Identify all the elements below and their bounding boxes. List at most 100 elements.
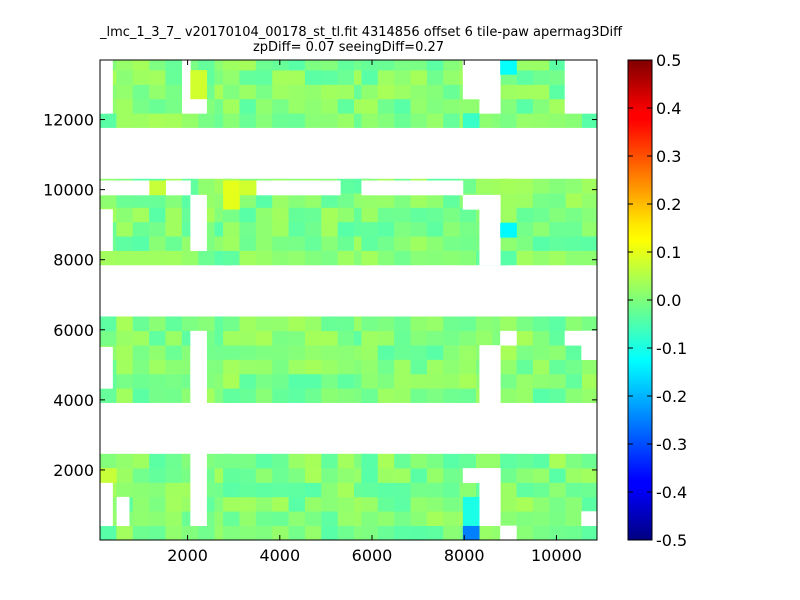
heatmap-cell (132, 468, 150, 483)
x-tick-label: 10000 (531, 546, 582, 565)
heatmap-cell (132, 113, 150, 128)
heatmap-cell (549, 113, 566, 128)
empty-cell (256, 180, 341, 196)
heatmap-cell (394, 482, 411, 498)
heatmap-cell (532, 60, 550, 71)
heatmap-cell (304, 316, 322, 332)
heatmap-cell (165, 330, 183, 346)
heatmap-cell (337, 388, 355, 403)
heatmap-cell (426, 84, 444, 100)
heatmap-cell (337, 468, 355, 483)
heatmap-cell (255, 70, 273, 85)
colorbar-tick-label: 0.1 (656, 243, 681, 262)
heatmap-cell (149, 496, 166, 512)
heatmap-cell (255, 496, 273, 512)
heatmap-cell (321, 113, 338, 128)
heatmap-cell (223, 525, 240, 541)
heatmap-cell (500, 511, 517, 526)
heatmap-cell (361, 453, 379, 469)
heatmap-cell (288, 60, 306, 71)
empty-cell (182, 98, 191, 114)
heatmap-cell (516, 453, 534, 469)
heatmap-cell (223, 180, 240, 196)
heatmap-cell (500, 98, 517, 114)
heatmap-cell (288, 373, 306, 389)
heatmap-cell (149, 468, 166, 483)
heatmap-cell (459, 388, 477, 403)
heatmap-cell (149, 207, 166, 223)
heatmap-cell (500, 453, 517, 469)
heatmap-cell (255, 345, 273, 360)
heatmap-cell (532, 359, 550, 375)
heatmap-cell (394, 84, 411, 100)
heatmap-cell (321, 388, 338, 403)
heatmap-cell (165, 60, 183, 71)
heatmap-cell (549, 388, 566, 403)
heatmap-cell (100, 468, 117, 483)
heatmap-cell (394, 330, 411, 346)
heatmap-cell (443, 98, 460, 114)
heatmap-cell (443, 316, 460, 332)
heatmap-cell (410, 373, 428, 389)
heatmap-cell (443, 453, 460, 469)
heatmap-cell (462, 496, 480, 512)
heatmap-cell (223, 345, 240, 360)
colorbar-tick-label: -0.5 (656, 531, 687, 550)
heatmap-cell (272, 60, 289, 71)
heatmap-cell (239, 388, 257, 403)
heatmap-cell (149, 236, 166, 251)
heatmap-cell (361, 511, 379, 526)
heatmap-cell (394, 359, 411, 375)
heatmap-cell (459, 178, 477, 194)
heatmap-cell (239, 373, 257, 389)
heatmap-cell (100, 330, 117, 346)
heatmap-cell (272, 482, 289, 498)
heatmap-cell (132, 60, 150, 71)
empty-cell (479, 250, 501, 266)
heatmap-cell (565, 178, 583, 194)
heatmap-cell (272, 359, 289, 375)
heatmap-cell (149, 60, 166, 71)
heatmap-cell (321, 468, 338, 483)
heatmap-cell (132, 98, 150, 114)
heatmap-cell (500, 207, 517, 223)
heatmap-cell (532, 453, 550, 469)
heatmap-cell (132, 373, 150, 389)
heatmap-cell (377, 98, 395, 114)
heatmap-cell (426, 388, 444, 403)
heatmap-cell (288, 113, 306, 128)
heatmap-cell (361, 316, 379, 332)
heatmap-cell (100, 525, 117, 541)
heatmap-cell (426, 316, 444, 332)
heatmap-cell (394, 250, 411, 266)
heatmap-cell (443, 468, 460, 483)
heatmap-cell (394, 525, 411, 541)
x-tick-label: 8000 (444, 546, 485, 565)
heatmap-cell (272, 98, 289, 114)
heatmap-cell (410, 525, 428, 541)
heatmap-cell (116, 60, 134, 71)
heatmap-cell (321, 207, 338, 223)
heatmap-cell (239, 453, 257, 469)
heatmap-cell (132, 496, 150, 512)
heatmap-cell (165, 221, 183, 237)
heatmap-cell (132, 525, 150, 541)
heatmap-cell (304, 60, 322, 71)
heatmap-cell (304, 193, 322, 208)
heatmap-cell (223, 250, 240, 266)
heatmap-cell (321, 330, 338, 346)
heatmap-cell (361, 207, 379, 223)
heatmap-cell (288, 330, 306, 346)
heatmap-cell (500, 113, 517, 128)
heatmap-cell (549, 60, 566, 71)
heatmap-cell (426, 330, 444, 346)
heatmap-cell (165, 236, 183, 251)
heatmap-cell (337, 113, 355, 128)
heatmap-cell (500, 178, 517, 194)
heatmap-cell (272, 468, 289, 483)
heatmap-cell (304, 388, 322, 403)
heatmap-cell (116, 70, 134, 85)
heatmap-cell (549, 525, 566, 541)
heatmap-cell (500, 222, 517, 238)
heatmap-cell (198, 525, 215, 541)
